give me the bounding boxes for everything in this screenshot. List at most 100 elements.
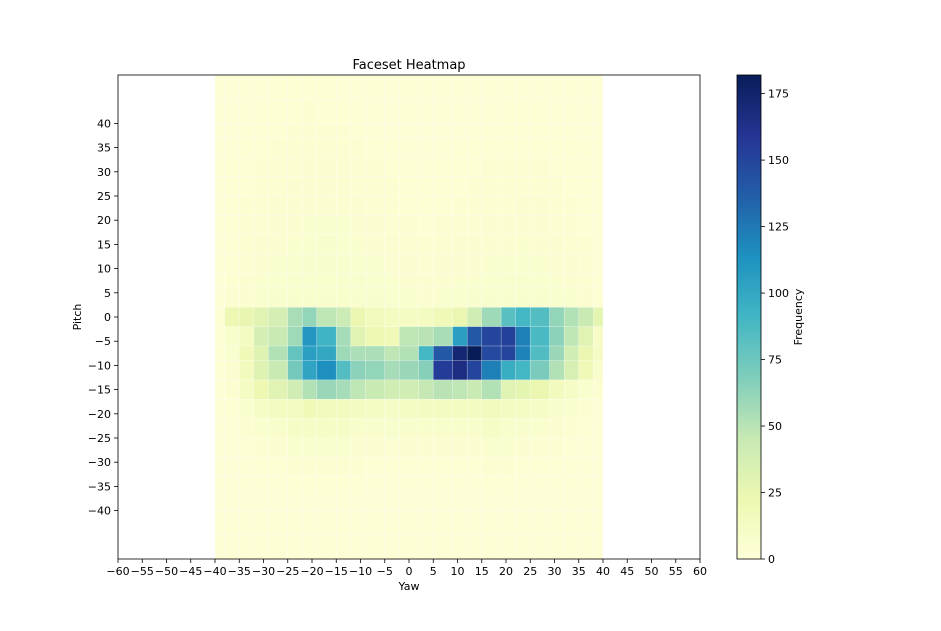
heatmap-cell	[515, 74, 531, 100]
heatmap-cell	[384, 195, 400, 216]
heatmap-cell	[578, 476, 594, 497]
heatmap-cell	[398, 74, 419, 100]
heatmap-cell	[287, 195, 303, 216]
heatmap-cell	[481, 307, 502, 327]
colorbar-tick-label: 50	[768, 420, 782, 433]
heatmap-cell	[578, 307, 594, 327]
heatmap-cell	[549, 195, 565, 216]
heatmap-cell	[253, 234, 269, 255]
heatmap-cell	[268, 98, 289, 124]
heatmap-cell	[316, 476, 337, 497]
heatmap-cell	[466, 234, 483, 255]
heatmap-cell	[515, 510, 531, 536]
heatmap-cell	[592, 98, 604, 124]
heatmap-cell	[350, 234, 366, 255]
heatmap-cell	[452, 253, 468, 274]
heatmap-cell	[466, 418, 483, 439]
heatmap-cell	[452, 418, 468, 439]
heatmap-cell	[384, 326, 400, 347]
heatmap-cell	[301, 253, 318, 274]
heatmap-cell	[287, 476, 303, 497]
heatmap-cell	[549, 74, 565, 100]
heatmap-cell	[432, 287, 453, 308]
x-tick-label: 40	[596, 565, 610, 578]
heatmap-cell	[432, 307, 453, 327]
heatmap-cell	[253, 195, 269, 216]
x-tick-label: 55	[669, 565, 683, 578]
heatmap-cell	[515, 534, 531, 560]
heatmap-cell	[268, 253, 289, 274]
heatmap-cell	[398, 495, 419, 511]
heatmap-cell	[224, 307, 240, 327]
heatmap-cell	[253, 156, 269, 177]
heatmap-cell	[563, 398, 580, 419]
heatmap-cell	[515, 123, 531, 139]
heatmap-cell	[432, 273, 453, 289]
heatmap-cell	[268, 398, 289, 419]
heatmap-cell	[335, 195, 352, 216]
heatmap-cell	[592, 215, 604, 236]
heatmap-cell	[452, 156, 468, 177]
heatmap-cell	[578, 379, 594, 400]
heatmap-cell	[578, 287, 594, 308]
heatmap-cell	[384, 345, 400, 361]
heatmap-cell	[592, 234, 604, 255]
heatmap-cell	[578, 495, 594, 511]
heatmap-cell	[384, 534, 400, 560]
heatmap-cell	[335, 418, 352, 439]
y-tick-label: 35	[97, 142, 111, 155]
heatmap-cell	[224, 495, 240, 511]
y-tick-label: 0	[104, 311, 111, 324]
heatmap-cell	[452, 379, 468, 400]
heatmap-cell	[452, 123, 468, 139]
heatmap-cell	[398, 98, 419, 124]
heatmap-cell	[238, 398, 255, 419]
heatmap-cell	[350, 495, 366, 511]
heatmap-cell	[500, 156, 516, 177]
heatmap-cell	[418, 215, 434, 236]
heatmap-cell	[214, 234, 225, 255]
heatmap-cell	[529, 510, 550, 536]
x-tick-label: −55	[131, 565, 154, 578]
heatmap-cell	[432, 345, 453, 361]
heatmap-cell	[481, 98, 502, 124]
heatmap-cell	[384, 74, 400, 100]
heatmap-cell	[268, 326, 289, 347]
heatmap-cell	[500, 534, 516, 560]
heatmap-cell	[287, 418, 303, 439]
heatmap-cell	[398, 379, 419, 400]
heatmap-cell	[268, 195, 289, 216]
heatmap-cell	[365, 156, 386, 177]
heatmap-cell	[578, 510, 594, 536]
heatmap-cell	[432, 215, 453, 236]
x-tick-label: 60	[693, 565, 707, 578]
heatmap-cell	[529, 137, 550, 158]
heatmap-cell	[515, 418, 531, 439]
heatmap-cell	[515, 437, 531, 458]
heatmap-cell	[301, 215, 318, 236]
heatmap-cell	[301, 345, 318, 361]
heatmap-cell	[268, 379, 289, 400]
heatmap-cell	[452, 345, 468, 361]
heatmap-cell	[515, 398, 531, 419]
heatmap-cell	[549, 215, 565, 236]
heatmap-cell	[481, 379, 502, 400]
heatmap-cell	[214, 273, 225, 289]
x-tick-label: −30	[252, 565, 275, 578]
heatmap-cell	[224, 345, 240, 361]
heatmap-cell	[563, 307, 580, 327]
heatmap-cell	[515, 457, 531, 478]
y-tick-label: 25	[97, 190, 111, 203]
heatmap-cell	[268, 287, 289, 308]
heatmap-cell	[418, 156, 434, 177]
heatmap-cell	[384, 307, 400, 327]
heatmap-cell	[432, 495, 453, 511]
x-tick-label: 45	[620, 565, 634, 578]
heatmap-cell	[515, 287, 531, 308]
heatmap-cell	[350, 273, 366, 289]
heatmap-cell	[592, 156, 604, 177]
heatmap-cell	[481, 123, 502, 139]
heatmap-cell	[335, 98, 352, 124]
heatmap-cell	[515, 326, 531, 347]
